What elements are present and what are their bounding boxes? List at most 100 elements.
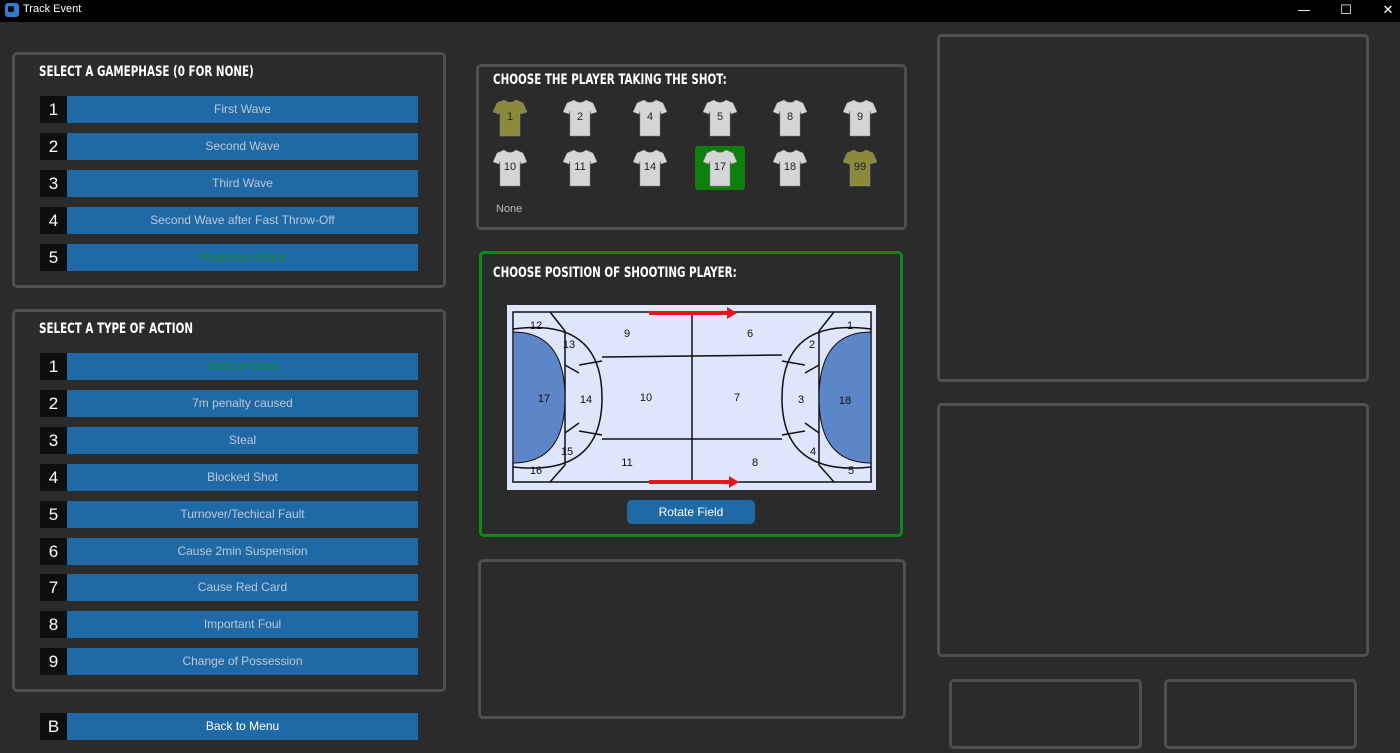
- left-goal-area[interactable]: [512, 331, 566, 464]
- field-zone-10[interactable]: 10: [640, 392, 652, 404]
- player-panel: [476, 64, 907, 230]
- action-option-button[interactable]: Cause 2min Suspension: [67, 537, 418, 565]
- action-option-button[interactable]: Shot on Goal: [67, 353, 418, 380]
- action-option-button[interactable]: Turnover/Techical Fault: [67, 500, 418, 528]
- action-option-button[interactable]: Blocked Shot: [67, 463, 418, 491]
- jersey-icon: [843, 149, 877, 187]
- jersey-number: 18: [783, 161, 797, 173]
- action-row[interactable]: 6 Cause 2min Suspension: [40, 537, 418, 565]
- action-row[interactable]: 9 Change of Possession: [40, 648, 418, 676]
- action-row[interactable]: 8 Important Foul: [40, 611, 418, 639]
- position-panel: [479, 251, 903, 537]
- jersey-icon: [703, 99, 737, 137]
- player-jersey-button[interactable]: 14: [625, 146, 675, 190]
- minimize-button[interactable]: —: [1297, 3, 1311, 18]
- action-option-button[interactable]: Steal: [67, 426, 418, 454]
- arrow-head-bottom: [729, 476, 739, 488]
- field-zone-1[interactable]: 1: [847, 320, 853, 332]
- right-goal-area[interactable]: [818, 331, 872, 464]
- none-player-option[interactable]: None: [496, 203, 523, 215]
- action-option-button[interactable]: Cause Red Card: [67, 574, 418, 602]
- position-heading: CHOOSE POSITION OF SHOOTING PLAYER:: [493, 265, 737, 281]
- title-bar: Track Event — ☐ ✕: [0, 0, 1400, 22]
- player-jersey-button[interactable]: 17: [695, 146, 745, 190]
- jersey-number: 10: [503, 161, 517, 173]
- field-zone-5[interactable]: 5: [848, 465, 854, 477]
- action-row[interactable]: 7 Cause Red Card: [40, 574, 418, 602]
- action-hotkey: 8: [40, 611, 67, 639]
- gamephase-row[interactable]: 4 Second Wave after Fast Throw-Off: [40, 206, 418, 234]
- gamephase-hotkey: 5: [40, 243, 67, 271]
- player-heading: CHOOSE THE PLAYER TAKING THE SHOT:: [493, 72, 727, 88]
- player-jersey-button[interactable]: 9: [835, 96, 885, 140]
- jersey-number: 14: [643, 161, 657, 173]
- jersey-icon: [493, 149, 527, 187]
- player-jersey-button[interactable]: 18: [765, 146, 815, 190]
- window-title: Track Event: [23, 3, 82, 15]
- gamephase-row[interactable]: 2 Second Wave: [40, 132, 418, 160]
- field-zone-6[interactable]: 6: [747, 328, 753, 340]
- action-row[interactable]: 2 7m penalty caused: [40, 389, 418, 417]
- gamephase-option-button[interactable]: First Wave: [67, 96, 418, 123]
- player-jersey-button[interactable]: 99: [835, 146, 885, 190]
- field-zone-11[interactable]: 11: [621, 457, 632, 469]
- action-option-button[interactable]: 7m penalty caused: [67, 389, 418, 417]
- player-jersey-button[interactable]: 11: [555, 146, 605, 190]
- field-zone-15[interactable]: 15: [561, 446, 573, 458]
- action-row[interactable]: 3 Steal: [40, 426, 418, 454]
- action-hotkey: 9: [40, 648, 67, 676]
- player-jersey-button[interactable]: 10: [485, 146, 535, 190]
- action-heading: SELECT A TYPE OF ACTION: [39, 321, 193, 337]
- field-zone-16[interactable]: 16: [530, 465, 542, 477]
- gamephase-option-button[interactable]: Second Wave after Fast Throw-Off: [67, 206, 418, 234]
- jersey-icon: [493, 99, 527, 137]
- player-jersey-button[interactable]: 4: [625, 96, 675, 140]
- field-zone-14[interactable]: 14: [580, 394, 592, 406]
- field-zone-12[interactable]: 12: [530, 320, 542, 332]
- action-row[interactable]: 4 Blocked Shot: [40, 463, 418, 491]
- action-option-button[interactable]: Change of Possession: [67, 648, 418, 676]
- gamephase-option-button[interactable]: Third Wave: [67, 169, 418, 197]
- field-zone-8[interactable]: 8: [752, 457, 758, 469]
- field-zone-9[interactable]: 9: [624, 328, 630, 340]
- jersey-number: 4: [646, 111, 654, 123]
- action-row[interactable]: 1 Shot on Goal: [40, 353, 418, 380]
- player-jersey-button[interactable]: 8: [765, 96, 815, 140]
- back-hotkey: B: [40, 713, 67, 740]
- player-jersey-button[interactable]: 2: [555, 96, 605, 140]
- jersey-number: 99: [853, 161, 867, 173]
- gamephase-row[interactable]: 3 Third Wave: [40, 169, 418, 197]
- jersey-icon: [773, 99, 807, 137]
- field-zone-3[interactable]: 3: [798, 394, 804, 406]
- gamephase-row[interactable]: 1 First Wave: [40, 96, 418, 123]
- jersey-icon: [773, 149, 807, 187]
- gamephase-hotkey: 4: [40, 206, 67, 234]
- empty-panel-center: [478, 559, 906, 719]
- back-to-menu-button[interactable]: Back to Menu: [67, 713, 418, 740]
- close-button[interactable]: ✕: [1382, 3, 1394, 18]
- empty-panel-bottom-left: [949, 679, 1142, 749]
- field-zone-7[interactable]: 7: [734, 392, 740, 404]
- player-jersey-button[interactable]: 1: [485, 96, 535, 140]
- jersey-icon: [633, 99, 667, 137]
- gamephase-option-button[interactable]: Positional Attack: [67, 243, 418, 271]
- back-to-menu-row[interactable]: B Back to Menu: [40, 713, 418, 740]
- action-row[interactable]: 5 Turnover/Techical Fault: [40, 500, 418, 528]
- field-zone-4[interactable]: 4: [810, 446, 816, 458]
- field-zone-13[interactable]: 13: [563, 339, 575, 351]
- jersey-number: 11: [574, 161, 586, 173]
- action-hotkey: 3: [40, 426, 67, 454]
- action-option-button[interactable]: Important Foul: [67, 611, 418, 639]
- action-hotkey: 4: [40, 463, 67, 491]
- jersey-number: 1: [506, 111, 514, 123]
- player-jersey-button[interactable]: 5: [695, 96, 745, 140]
- field-zone-17[interactable]: 17: [538, 393, 550, 405]
- gamephase-hotkey: 2: [40, 132, 67, 160]
- field-zone-18[interactable]: 18: [839, 395, 851, 407]
- field-zone-2[interactable]: 2: [809, 339, 815, 351]
- rotate-field-button[interactable]: Rotate Field: [627, 500, 755, 524]
- maximize-button[interactable]: ☐: [1340, 3, 1352, 18]
- gamephase-row[interactable]: 5 Positional Attack: [40, 243, 418, 271]
- gamephase-option-button[interactable]: Second Wave: [67, 132, 418, 160]
